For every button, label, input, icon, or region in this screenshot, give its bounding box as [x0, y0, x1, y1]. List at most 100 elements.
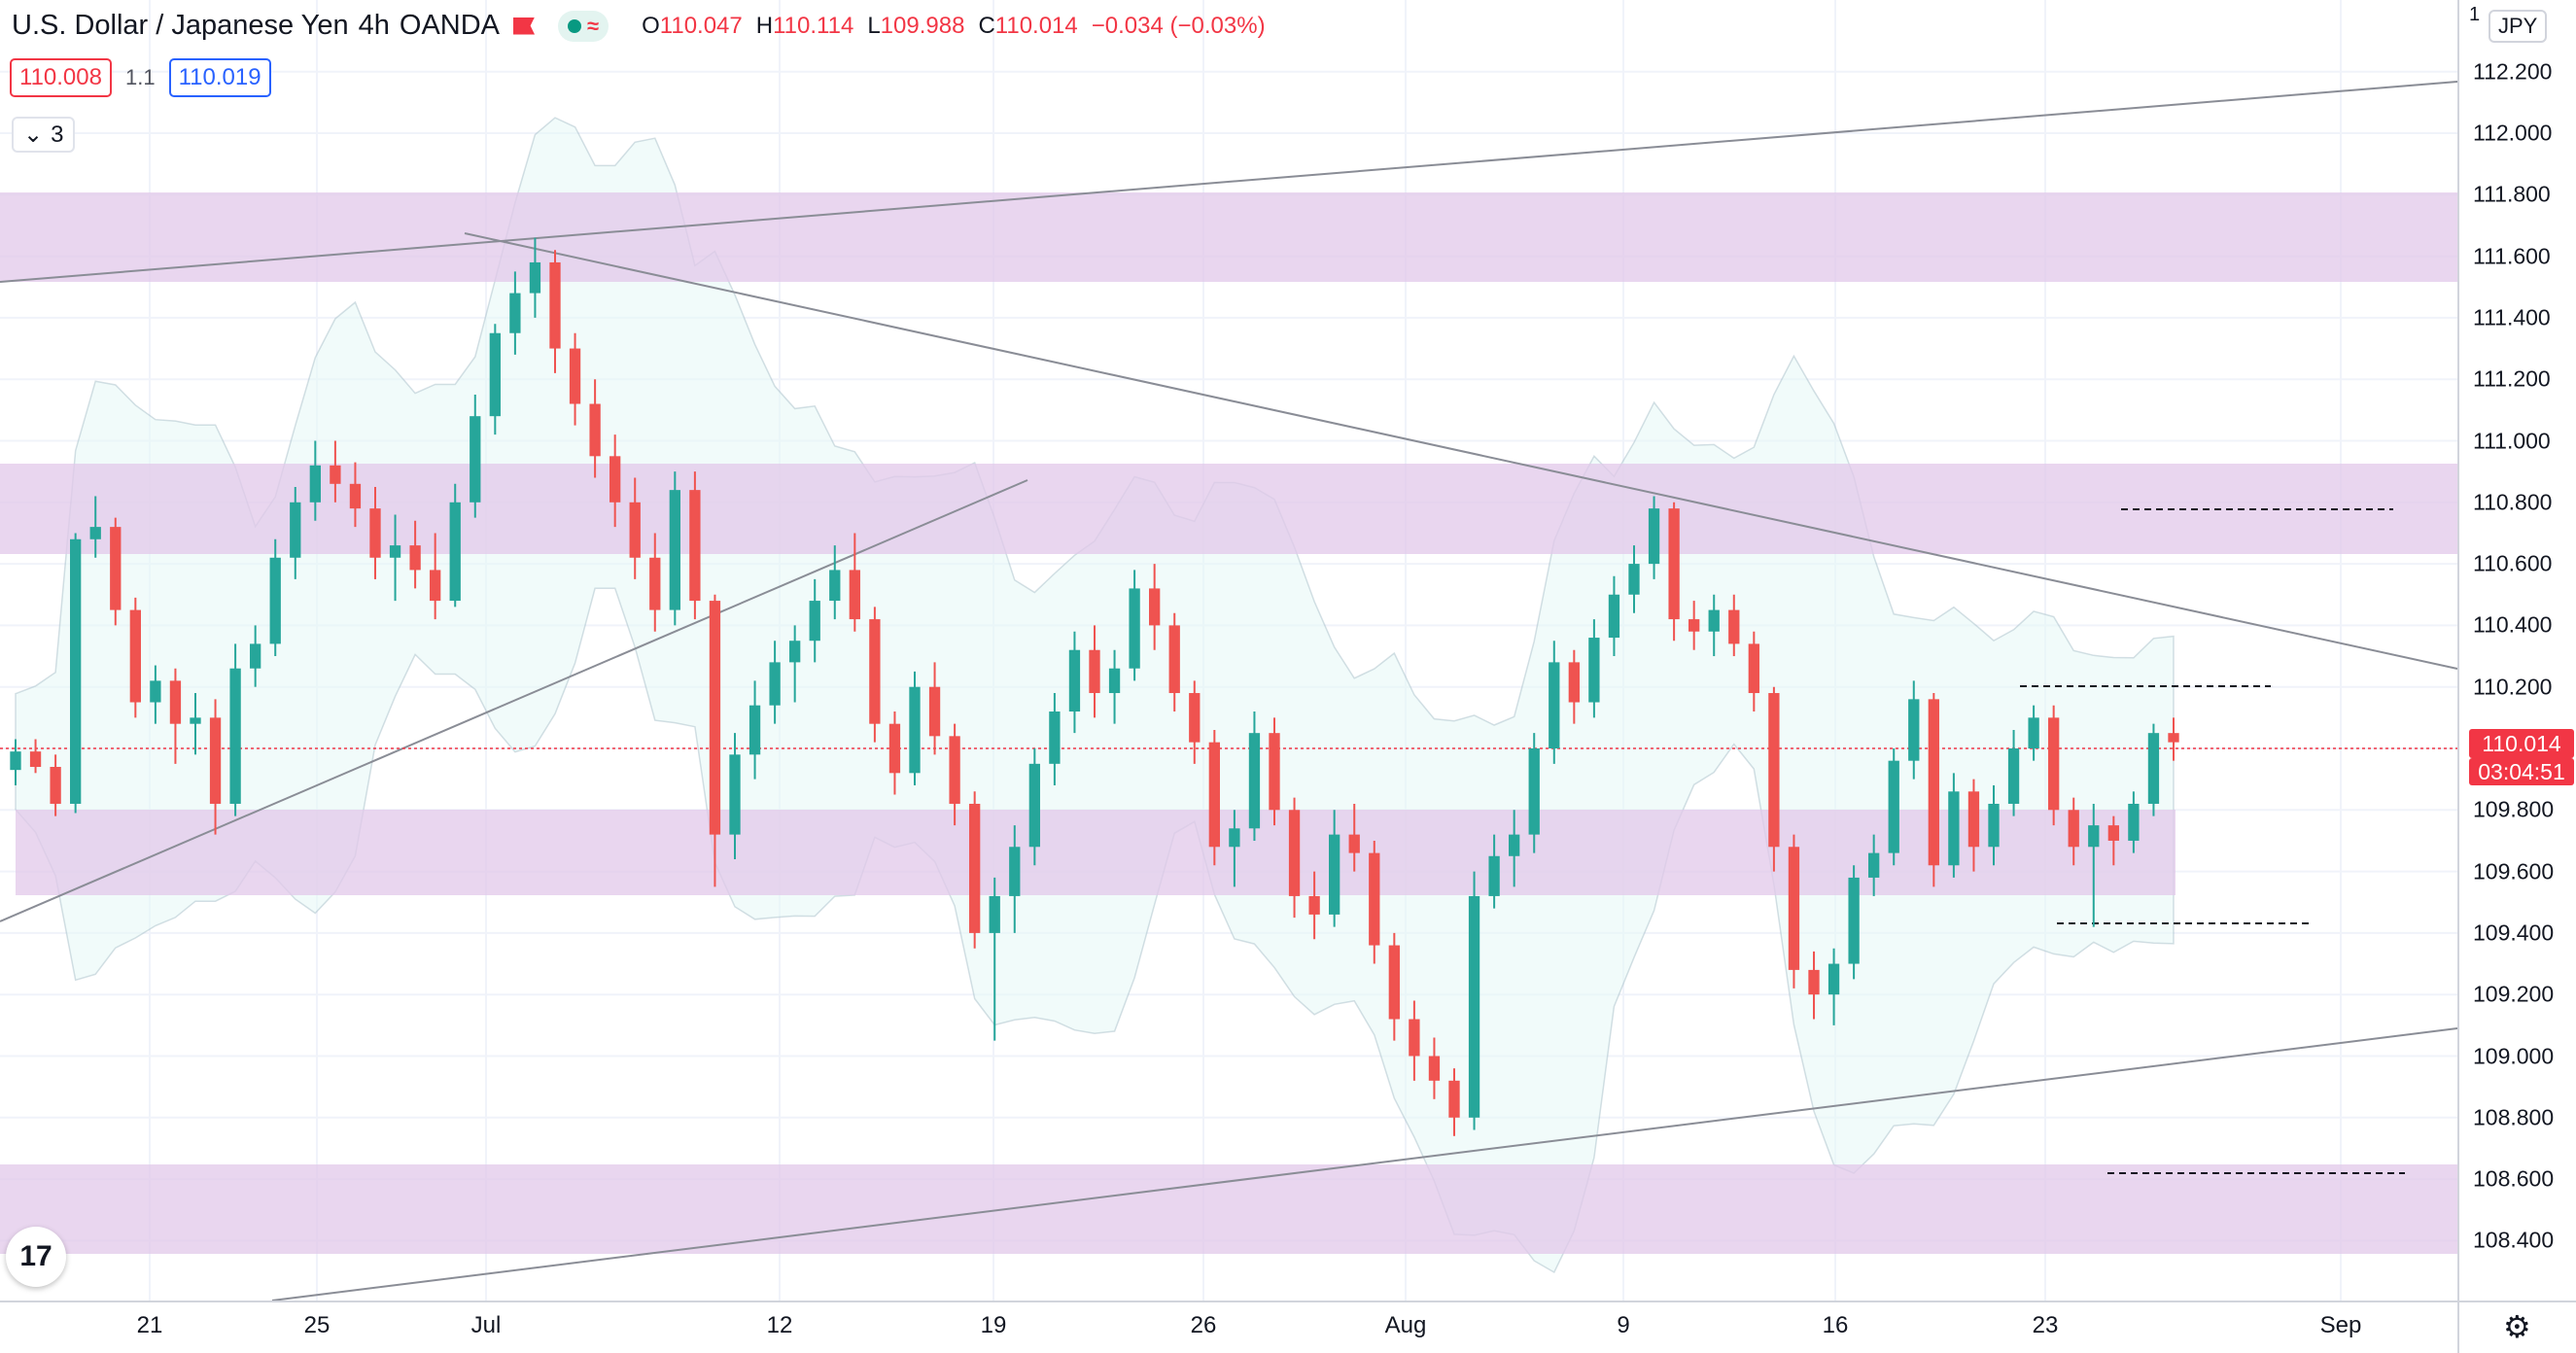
candle-body [1568, 662, 1580, 703]
candle-body [2128, 803, 2140, 841]
time-axis[interactable]: 21 25 Jul 12 19 26 Aug 9 16 23 Sep [0, 1301, 2457, 1353]
symbol-legend[interactable]: U.S. Dollar / Japanese Yen 4h OANDA ≈ O1… [12, 10, 1266, 42]
market-open-dot-icon [568, 18, 582, 33]
price-tick: 109.400 [2473, 919, 2555, 946]
candle-body [2028, 717, 2039, 748]
time-tick: 9 [1617, 1312, 1630, 1338]
candle-body [1768, 693, 1780, 848]
candle-body [1608, 594, 1620, 639]
candle-body [529, 261, 541, 294]
price-tick: 111.800 [2473, 181, 2551, 207]
tradingview-logo-icon[interactable]: 17 [6, 1227, 66, 1287]
axis-corner [2457, 1301, 2576, 1353]
ohlc-values: O110.047 H110.114 L109.988 C110.014 −0.0… [642, 12, 1266, 39]
candle-body [1628, 564, 1640, 595]
candle-body [209, 717, 222, 804]
candle-body [789, 641, 801, 663]
candle-body [1208, 742, 1220, 848]
candle-body [1808, 969, 1820, 995]
time-tick: Jul [470, 1312, 502, 1338]
close-value: 110.014 [994, 12, 1078, 39]
candle-body [809, 601, 820, 642]
symbol-name[interactable]: U.S. Dollar / Japanese Yen [12, 10, 349, 41]
time-tick: 23 [2032, 1312, 2059, 1338]
candle-body [1028, 763, 1040, 848]
candle-body [250, 643, 261, 669]
price-axis[interactable]: 112.200 112.000 111.800 111.600 111.400 111.2… [2457, 0, 2576, 1301]
candle-body [129, 609, 141, 703]
candle-body [1068, 649, 1081, 712]
lower-trend-line [271, 1027, 2457, 1301]
candle-body [829, 570, 841, 602]
time-tick: 21 [136, 1312, 163, 1338]
gear-icon[interactable]: ⚙ [2503, 1309, 2531, 1344]
flag-icon[interactable] [513, 17, 536, 35]
change-value: −0.034 (−0.03%) [1091, 12, 1266, 39]
candle-body [1509, 834, 1520, 856]
indicators-collapse-button[interactable]: ⌄ 3 [12, 117, 76, 153]
candle-body [290, 502, 301, 558]
price-chart[interactable] [0, 0, 2457, 1301]
candle-body [949, 736, 960, 804]
exchange-label: OANDA [399, 10, 501, 41]
axis-label-one: 1 [2469, 4, 2481, 25]
price-tick: 111.000 [2473, 428, 2551, 453]
currency-button[interactable]: JPY [2489, 10, 2548, 43]
candle-body [1149, 588, 1161, 626]
candle-body [389, 545, 401, 558]
candle-body [849, 570, 860, 620]
candle-body [928, 686, 941, 737]
candle-body [489, 332, 501, 417]
candle-body [1549, 662, 1560, 748]
zone-110-8 [0, 464, 2457, 554]
market-status-pill[interactable]: ≈ [558, 10, 609, 42]
candle-body [2048, 717, 2060, 811]
candle-body [989, 895, 1000, 933]
buy-button[interactable]: 110.019 [168, 58, 271, 97]
candle-body [1369, 852, 1380, 946]
candle-body [689, 490, 701, 602]
wave-icon: ≈ [587, 13, 600, 38]
candle-body [1388, 945, 1400, 1020]
candle-body [1888, 760, 1899, 853]
time-tick: Aug [1384, 1312, 1427, 1338]
candle-body [1269, 733, 1280, 811]
time-tick: Sep [2319, 1312, 2362, 1338]
time-tick: 25 [303, 1312, 331, 1338]
candle-body [1728, 609, 1740, 644]
candle-body [70, 538, 82, 804]
candle-body [1488, 855, 1500, 896]
candle-body [190, 717, 201, 724]
high-value: 110.114 [773, 12, 854, 39]
candle-body [909, 686, 921, 774]
time-tick: 12 [766, 1312, 793, 1338]
price-tick: 109.200 [2473, 981, 2555, 1007]
candle-body [969, 803, 981, 933]
candle-body [269, 557, 281, 644]
interval-label[interactable]: 4h [358, 10, 390, 41]
zone-108-5 [0, 1164, 2457, 1254]
candle-body [709, 601, 721, 835]
candle-body [2107, 825, 2119, 841]
candle-body [1908, 699, 1920, 761]
price-tick: 112.200 [2473, 58, 2553, 85]
candle-body [649, 557, 661, 610]
price-tick: 110.600 [2473, 550, 2553, 576]
candle-body [1928, 699, 1939, 866]
upper-trend-line [0, 81, 2457, 283]
candle-body [1409, 1019, 1420, 1057]
chevron-down-icon: ⌄ [23, 121, 44, 148]
candle-body [1248, 733, 1261, 829]
candle-body [1308, 895, 1320, 915]
price-tick: 108.600 [2473, 1165, 2555, 1192]
price-tick: 110.400 [2473, 611, 2553, 638]
last-price-label: 110.014 [2469, 729, 2574, 758]
candle-body [110, 527, 122, 610]
rising-support-line [0, 479, 1028, 922]
sell-button[interactable]: 110.008 [10, 58, 112, 97]
low-value: 109.988 [880, 12, 965, 39]
chart-pane[interactable]: U.S. Dollar / Japanese Yen 4h OANDA ≈ O1… [0, 0, 2457, 1301]
dashed-levels [2020, 508, 2405, 1174]
candle-body [1528, 748, 1540, 835]
price-tick: 111.400 [2473, 304, 2551, 330]
